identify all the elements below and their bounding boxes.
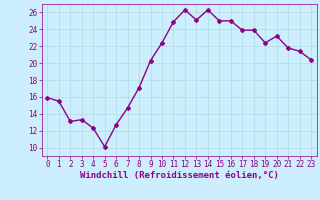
X-axis label: Windchill (Refroidissement éolien,°C): Windchill (Refroidissement éolien,°C) — [80, 171, 279, 180]
